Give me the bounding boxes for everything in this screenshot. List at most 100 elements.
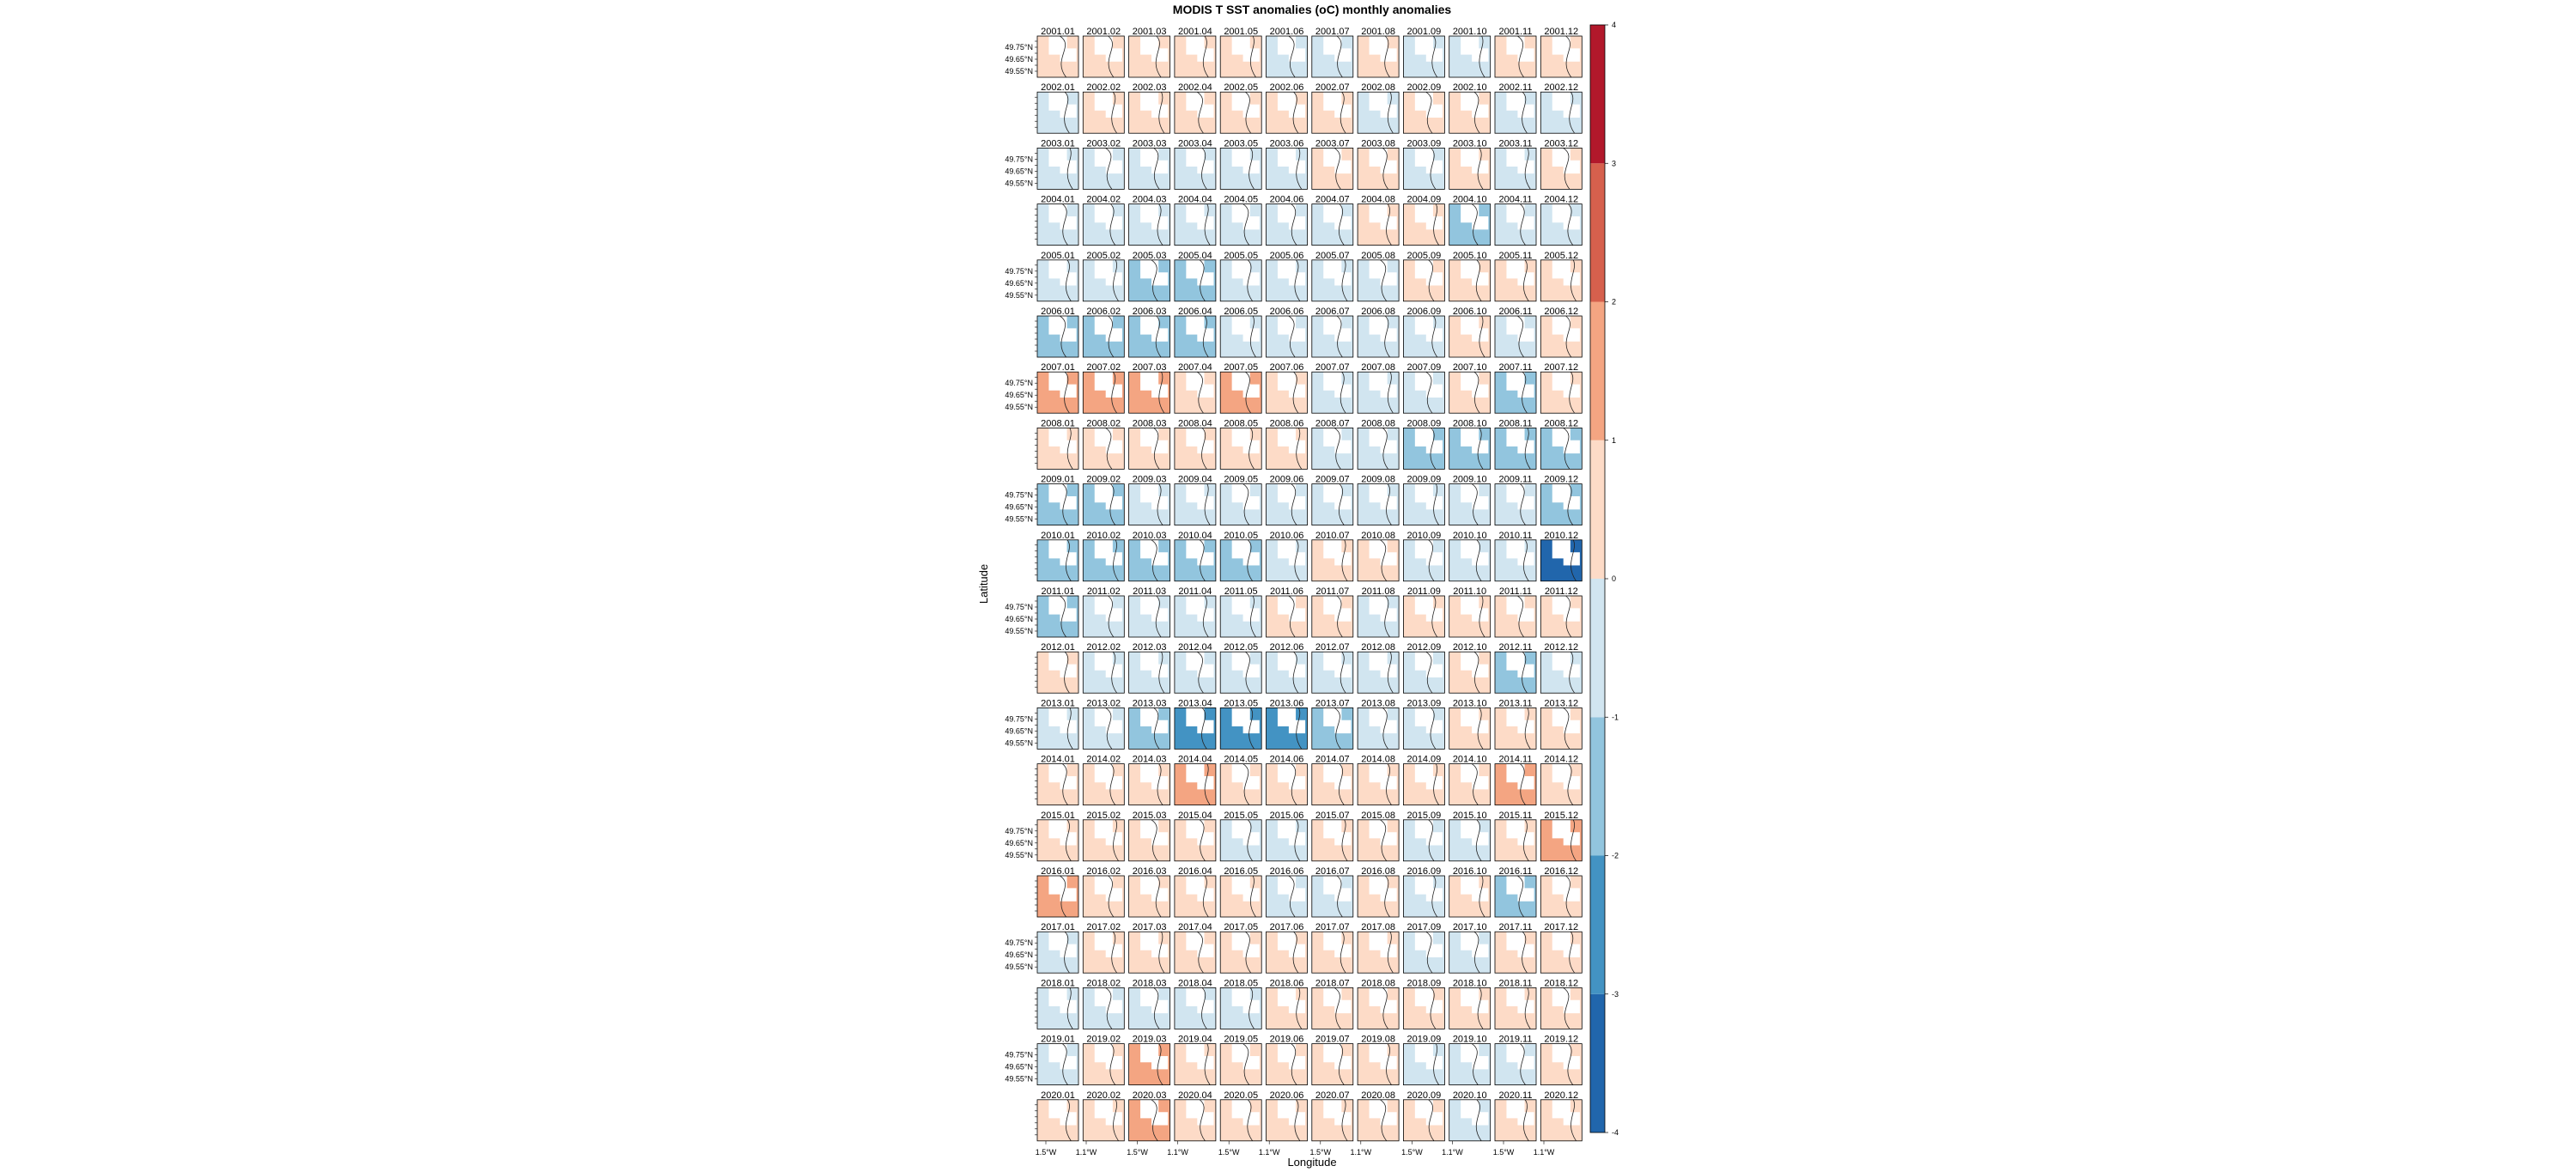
- panel-2009-08: 2009.08: [1357, 475, 1400, 525]
- land-mask: [1506, 596, 1534, 622]
- panel-label: 2014.09: [1407, 755, 1442, 765]
- land-mask: [1323, 763, 1352, 790]
- contour-line: [1108, 315, 1115, 358]
- contour-line: [1567, 483, 1574, 525]
- panel-frame: [1128, 203, 1170, 246]
- land-mask: [1461, 932, 1489, 957]
- land-mask: [1140, 876, 1169, 902]
- panel-2003-01: 2003.01: [1035, 138, 1079, 190]
- land-mask: [1369, 259, 1397, 286]
- contour-line: [1567, 203, 1574, 246]
- land-mask: [1277, 1043, 1306, 1070]
- panel-label: 2005.08: [1361, 251, 1395, 261]
- land-mask: [1094, 1099, 1122, 1126]
- panel-frame: [1219, 763, 1262, 805]
- land-mask: [1140, 932, 1169, 957]
- y-tick-label: 49.65°N: [1005, 279, 1033, 288]
- panel-label: 2001.07: [1315, 27, 1350, 37]
- panel-frame: [1540, 931, 1583, 974]
- land-mask: [1277, 987, 1306, 1014]
- contour-line: [1155, 35, 1162, 78]
- panel-label: 2018.10: [1453, 978, 1487, 988]
- panel-frame: [1036, 147, 1079, 190]
- panel-2009-02: 2009.02: [1082, 475, 1125, 525]
- panel-2020-11: 2020.11: [1494, 1090, 1537, 1142]
- contour-line: [1197, 651, 1204, 694]
- panel-frame: [1219, 987, 1262, 1029]
- land-mask: [1506, 203, 1534, 230]
- land-mask: [1552, 203, 1580, 230]
- panel-2004-02: 2004.02: [1082, 195, 1125, 246]
- panel-2001-09: 2001.09: [1403, 27, 1445, 78]
- contour-line: [1428, 539, 1435, 582]
- land-mask: [1140, 1099, 1169, 1126]
- contour-line: [1339, 763, 1345, 805]
- contour-line: [1520, 483, 1526, 525]
- contour-line: [1242, 203, 1250, 246]
- panel-frame: [1174, 539, 1217, 582]
- land-mask: [1140, 36, 1169, 62]
- contour-line: [1202, 875, 1209, 918]
- land-mask: [1323, 372, 1352, 398]
- panel-frame: [1403, 371, 1445, 414]
- panel-label: 2006.06: [1270, 307, 1304, 317]
- land-mask: [1186, 763, 1214, 790]
- panel-frame: [1403, 35, 1445, 78]
- panel-label: 2003.11: [1499, 138, 1533, 149]
- panel-2015-07: 2015.07: [1311, 811, 1354, 862]
- panel-frame: [1494, 763, 1537, 805]
- land-mask: [1369, 763, 1397, 790]
- land-mask: [1369, 428, 1397, 454]
- contour-line: [1109, 203, 1116, 246]
- panel-2002-04: 2002.04: [1174, 82, 1217, 134]
- panel-label: 2017.10: [1453, 922, 1487, 932]
- panel-label: 2005.04: [1178, 251, 1212, 261]
- panel-frame: [1174, 707, 1217, 750]
- land-mask: [1414, 203, 1443, 230]
- panel-frame: [1357, 35, 1400, 78]
- panel-label: 2004.05: [1224, 195, 1258, 205]
- panel-label: 2018.12: [1544, 978, 1578, 988]
- panel-2011-04: 2011.04: [1174, 586, 1217, 638]
- land-mask: [1231, 1099, 1260, 1126]
- panel-frame: [1449, 931, 1492, 974]
- panel-frame: [1219, 315, 1262, 358]
- x-tick-label: 1.5°W: [1401, 1148, 1423, 1157]
- contour-line: [1341, 539, 1348, 582]
- contour-line: [1477, 987, 1484, 1029]
- contour-line: [1517, 315, 1524, 358]
- panel-label: 2013.01: [1041, 698, 1075, 708]
- colorbar-tick-label: 3: [1612, 159, 1616, 167]
- panel-label: 2007.06: [1270, 362, 1304, 373]
- panel-2018-05: 2018.05: [1219, 978, 1262, 1029]
- land-mask: [1461, 876, 1489, 902]
- panel-label: 2002.05: [1224, 82, 1258, 93]
- panel-frame: [1357, 1099, 1400, 1142]
- panel-label: 2005.09: [1407, 251, 1442, 261]
- panel-2004-11: 2004.11: [1494, 195, 1537, 246]
- panel-2001-06: 2001.06: [1266, 27, 1308, 78]
- contour-line: [1571, 1099, 1577, 1142]
- panel-frame: [1357, 91, 1400, 134]
- contour-line: [1292, 91, 1299, 134]
- land-mask: [1414, 428, 1443, 454]
- panel-2011-11: 2011.11: [1494, 586, 1537, 638]
- panel-label: 2017.02: [1086, 922, 1121, 932]
- panel-frame: [1219, 931, 1262, 974]
- panel-frame: [1494, 987, 1537, 1029]
- land-mask: [1186, 92, 1214, 118]
- panel-2011-03: 2011.03: [1128, 586, 1170, 638]
- panel-2012-08: 2012.08: [1357, 642, 1400, 694]
- land-mask: [1552, 1099, 1580, 1126]
- land-mask: [1231, 707, 1260, 734]
- land-mask: [1094, 932, 1122, 957]
- panel-label: 2002.04: [1178, 82, 1212, 93]
- panel-frame: [1036, 315, 1079, 358]
- panel-2009-03: 2009.03: [1128, 475, 1170, 525]
- land-mask: [1414, 596, 1443, 622]
- panel-label: 2014.06: [1270, 755, 1304, 765]
- panel-2010-12: 2010.12: [1540, 531, 1583, 582]
- panel-2002-12: 2002.12: [1540, 82, 1583, 134]
- y-tick-label: 49.65°N: [1005, 1063, 1033, 1072]
- y-tick-label: 49.55°N: [1005, 515, 1033, 524]
